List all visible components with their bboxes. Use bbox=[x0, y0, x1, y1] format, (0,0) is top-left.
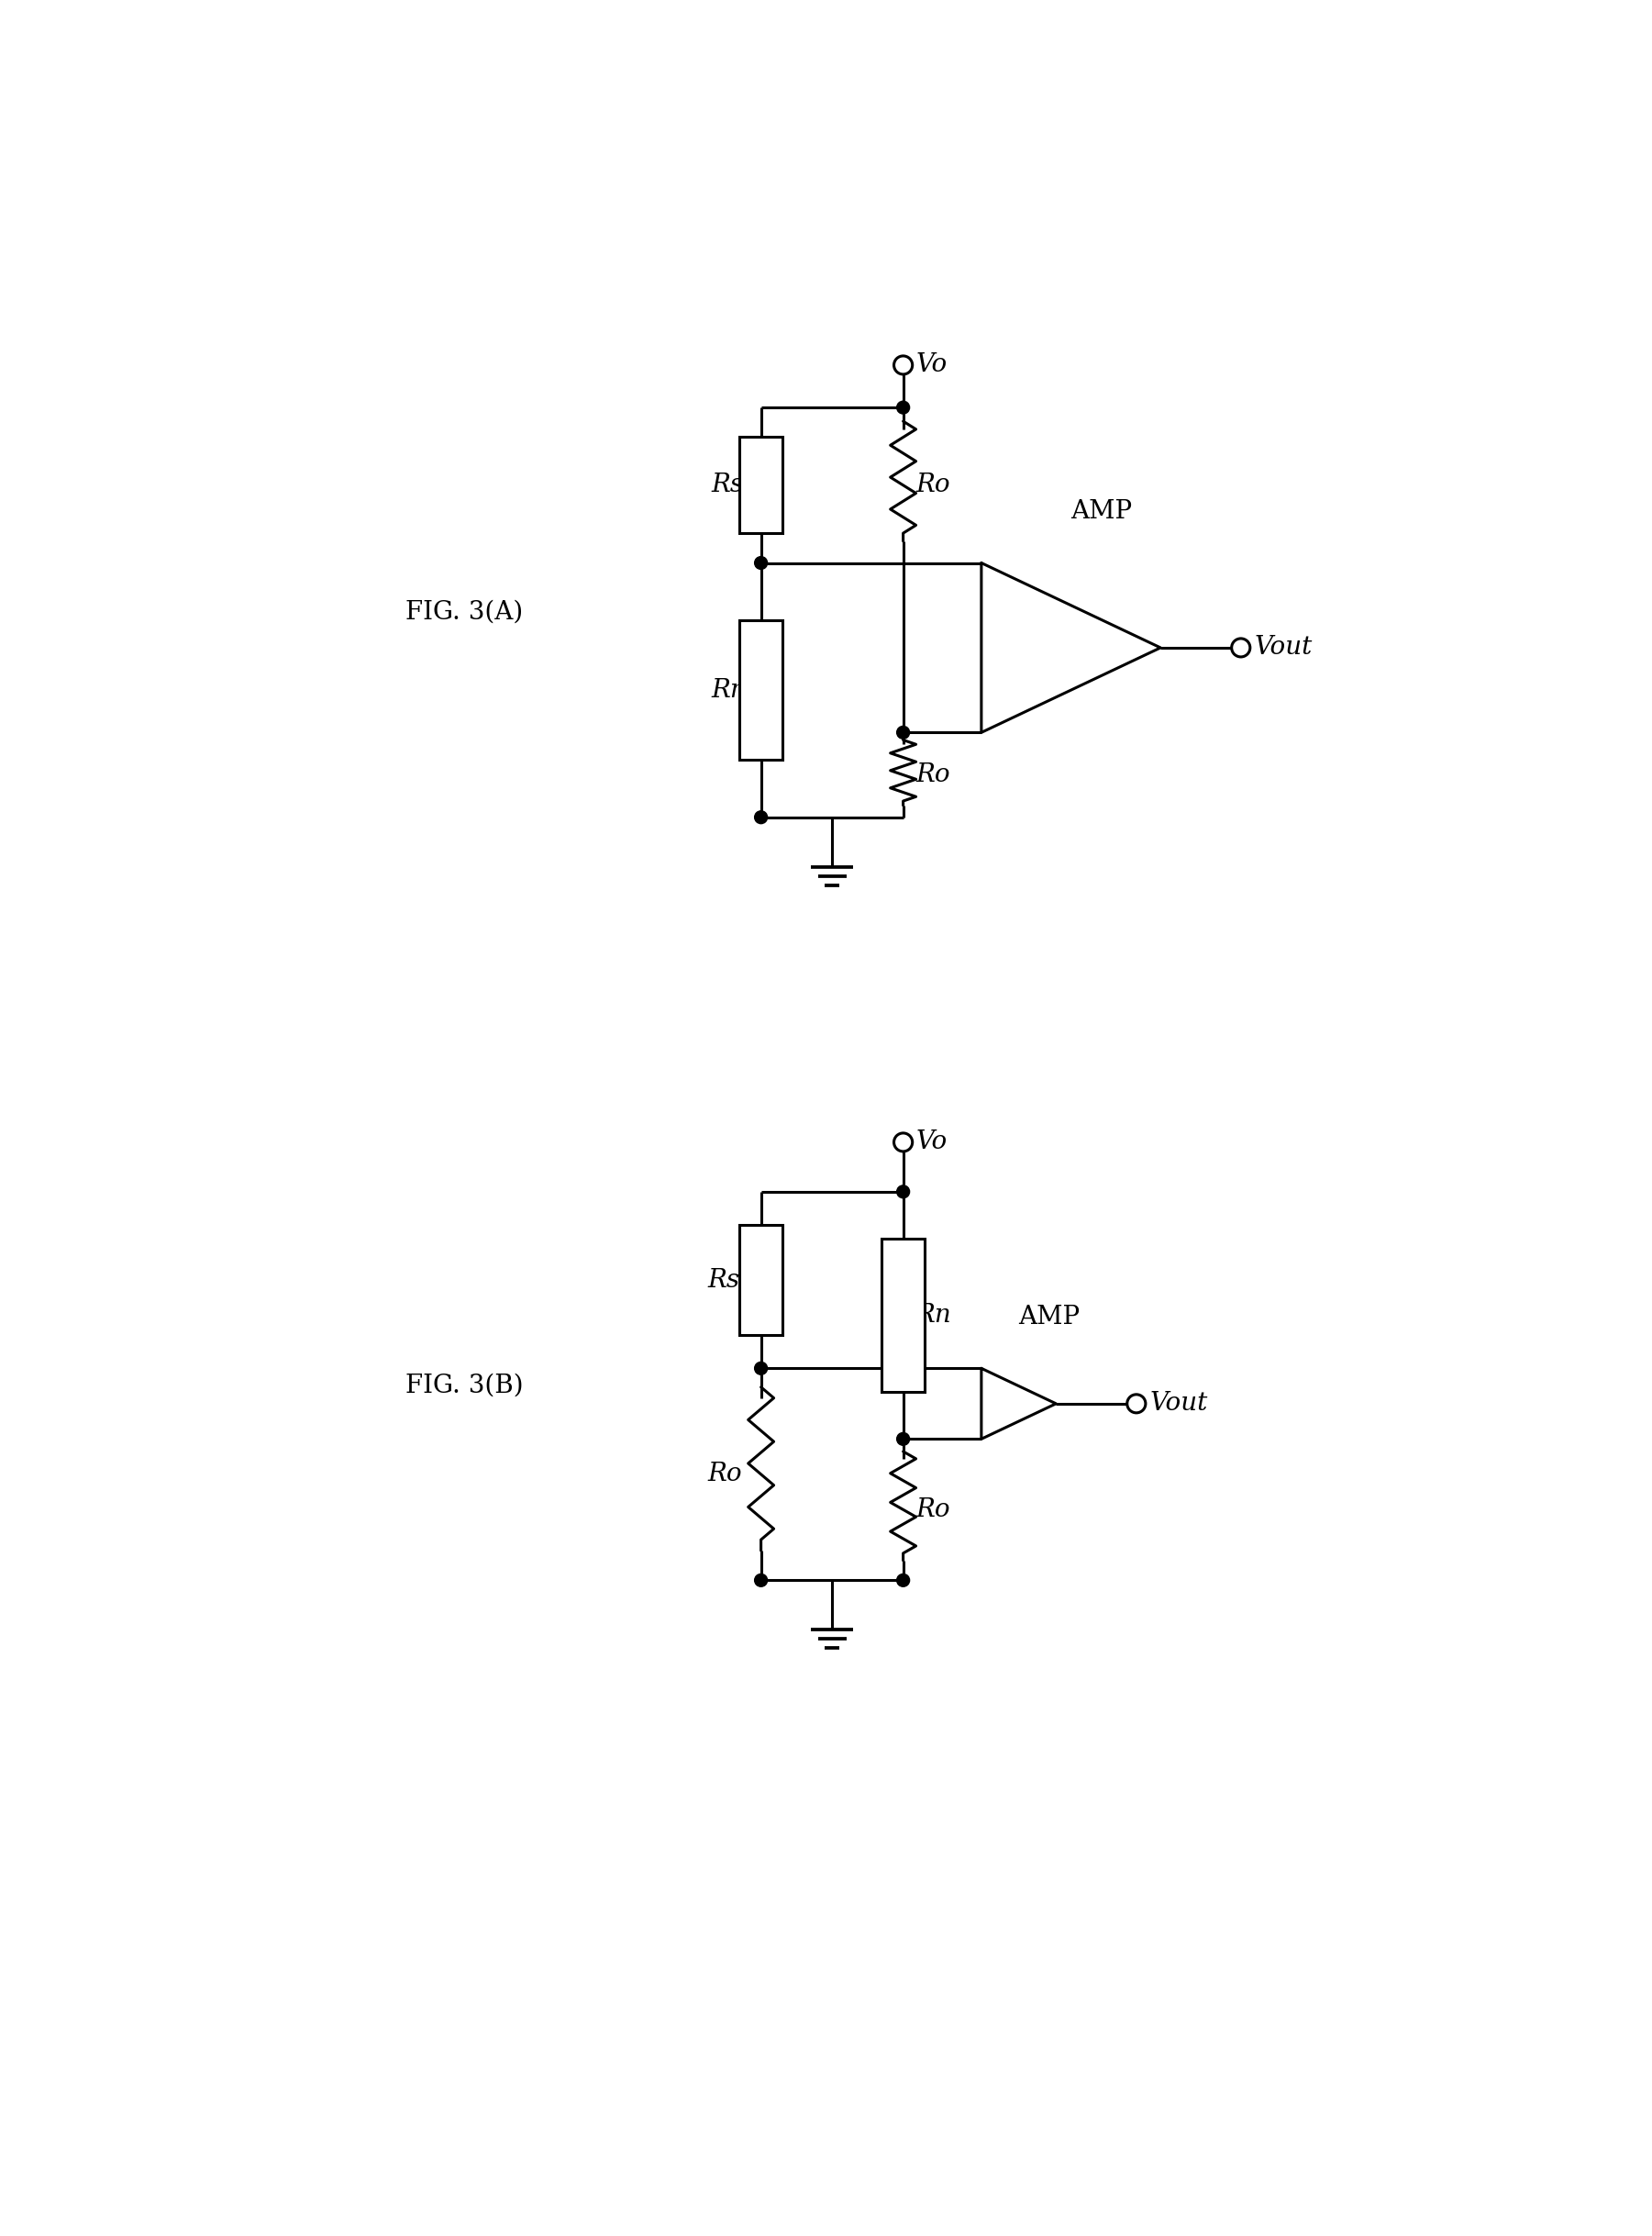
Text: Rs: Rs bbox=[712, 472, 743, 499]
Text: FIG. 3(B): FIG. 3(B) bbox=[405, 1373, 524, 1398]
Circle shape bbox=[894, 356, 912, 373]
Text: Vout: Vout bbox=[1254, 635, 1312, 660]
Text: Rn: Rn bbox=[915, 1304, 952, 1328]
Circle shape bbox=[755, 812, 768, 823]
Bar bbox=[740, 1225, 783, 1335]
Circle shape bbox=[1127, 1395, 1145, 1413]
Bar bbox=[740, 619, 783, 760]
Circle shape bbox=[755, 1574, 768, 1588]
Circle shape bbox=[1232, 639, 1251, 657]
Circle shape bbox=[755, 1362, 768, 1375]
Text: AMP: AMP bbox=[1019, 1304, 1080, 1330]
Circle shape bbox=[894, 1134, 912, 1152]
Circle shape bbox=[755, 557, 768, 570]
Bar bbox=[882, 1239, 925, 1393]
Text: Vout: Vout bbox=[1150, 1391, 1208, 1415]
Circle shape bbox=[897, 400, 910, 414]
Circle shape bbox=[897, 727, 910, 738]
Circle shape bbox=[897, 1433, 910, 1444]
Text: Rn: Rn bbox=[712, 678, 747, 702]
Text: AMP: AMP bbox=[1070, 499, 1133, 523]
Text: Vo: Vo bbox=[915, 1129, 947, 1154]
Text: FIG. 3(A): FIG. 3(A) bbox=[405, 599, 524, 624]
Circle shape bbox=[897, 1574, 910, 1588]
Bar bbox=[740, 436, 783, 534]
Text: Ro: Ro bbox=[915, 472, 950, 499]
Circle shape bbox=[897, 1185, 910, 1198]
Text: Vo: Vo bbox=[915, 353, 947, 378]
Text: Ro: Ro bbox=[915, 1498, 950, 1523]
Text: Ro: Ro bbox=[915, 762, 950, 787]
Text: Ro: Ro bbox=[707, 1462, 742, 1487]
Text: Rs: Rs bbox=[707, 1268, 740, 1292]
